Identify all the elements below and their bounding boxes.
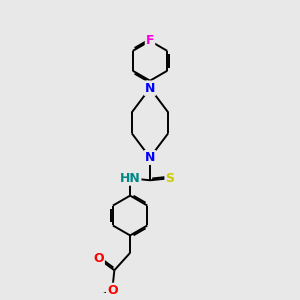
Text: F: F — [146, 34, 154, 47]
Text: HN: HN — [120, 172, 140, 185]
Text: N: N — [145, 82, 155, 95]
Text: O: O — [107, 284, 118, 297]
Text: N: N — [145, 82, 155, 95]
Text: N: N — [145, 151, 155, 164]
Text: O: O — [93, 252, 104, 265]
Text: S: S — [165, 172, 174, 185]
